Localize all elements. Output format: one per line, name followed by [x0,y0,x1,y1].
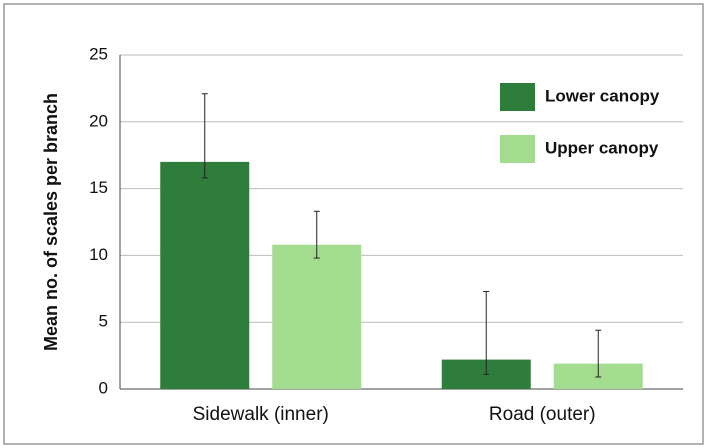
y-tick-label: 20 [89,111,108,130]
legend-swatch [500,135,535,163]
y-tick-label: 0 [99,378,108,397]
x-tick-label: Road (outer) [489,404,596,425]
legend-label: Upper canopy [545,138,659,157]
y-axis-label: Mean no. of scales per branch [41,93,61,351]
legend-label: Lower canopy [545,86,660,105]
bar [160,161,250,389]
y-tick-label: 10 [89,245,108,264]
y-tick-label: 25 [89,44,108,63]
legend-swatch [500,83,535,111]
x-tick-label: Sidewalk (inner) [193,404,329,425]
bar [272,244,362,389]
y-tick-label: 5 [99,312,108,331]
y-tick-label: 15 [89,178,108,197]
